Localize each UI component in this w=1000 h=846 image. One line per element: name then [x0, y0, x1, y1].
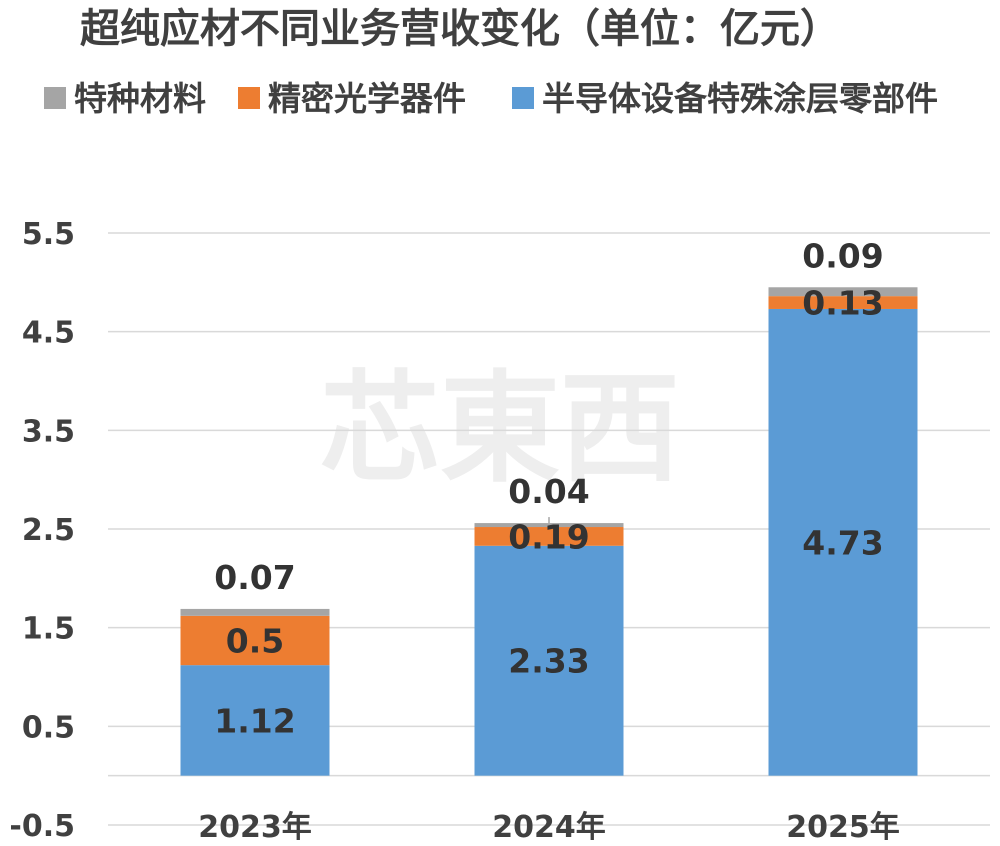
data-label-2-0: 4.73 [802, 523, 883, 562]
y-tick-label-6: -0.5 [9, 809, 75, 844]
data-label-1-1: 0.19 [508, 517, 589, 556]
data-label-1-2: 0.04 [508, 472, 589, 511]
data-label-2-1: 0.13 [802, 284, 883, 323]
chart-title: 超纯应材不同业务营收变化（单位：亿元） [80, 6, 840, 52]
data-label-0-2: 0.07 [214, 558, 295, 597]
data-label-2-2: 0.09 [802, 236, 883, 275]
bar-0-0 [180, 665, 330, 776]
bar-2-2 [768, 287, 918, 297]
y-tick-label-4: 1.5 [22, 612, 75, 647]
bar-1-1 [474, 527, 624, 546]
y-axis: 5.5 4.5 3.5 2.5 1.5 0.5 -0.5 [9, 217, 75, 844]
legend-swatch-0 [44, 87, 66, 109]
legend-swatch-1 [238, 87, 260, 109]
bar-2-1 [768, 296, 918, 309]
y-tick-label-5: 0.5 [22, 710, 75, 745]
y-tick-label-2: 3.5 [22, 414, 75, 449]
legend-swatch-2 [512, 87, 534, 109]
bar-0-2 [180, 608, 330, 616]
data-label-1-0: 2.33 [508, 642, 589, 681]
watermark: 芯東西 [320, 360, 680, 499]
bar-2-0 [768, 308, 918, 776]
x-category-label-2: 2025年 [786, 810, 900, 845]
bars: 1.12 0.5 0.07 2.33 0.19 0.04 4.73 0.13 0.09 [180, 236, 918, 776]
y-tick-label-0: 5.5 [22, 217, 75, 252]
x-category-label-0: 2023年 [198, 810, 312, 845]
legend: 特种材料 精密光学器件 半导体设备特殊涂层零部件 [44, 79, 938, 118]
legend-label-0: 特种材料 [74, 79, 206, 118]
x-axis: 2023年 2024年 2025年 [198, 810, 900, 845]
y-tick-label-1: 4.5 [22, 316, 75, 351]
x-category-label-1: 2024年 [492, 810, 606, 845]
bar-1-2 [474, 523, 624, 528]
legend-label-1: 精密光学器件 [268, 79, 466, 118]
bar-0-1 [180, 615, 330, 666]
y-tick-label-3: 2.5 [22, 513, 75, 548]
bar-1-0 [474, 545, 624, 776]
legend-label-2: 半导体设备特殊涂层零部件 [542, 79, 938, 118]
data-label-0-0: 1.12 [214, 701, 295, 740]
data-label-0-1: 0.5 [226, 621, 284, 660]
